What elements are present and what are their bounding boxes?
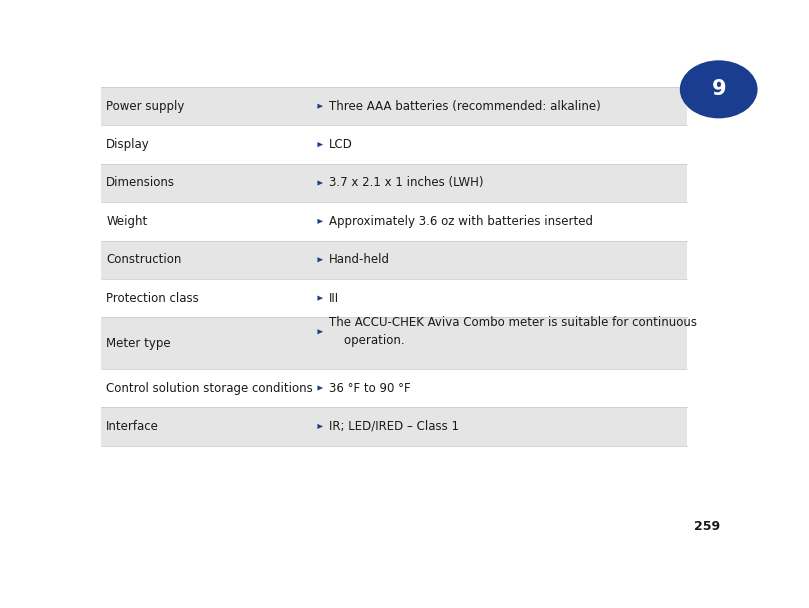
Text: Power supply: Power supply — [106, 100, 184, 112]
Text: 3.7 x 2.1 x 1 inches (LWH): 3.7 x 2.1 x 1 inches (LWH) — [328, 176, 483, 190]
Text: Protection class: Protection class — [106, 292, 199, 305]
Text: III: III — [328, 292, 339, 305]
Polygon shape — [317, 295, 323, 301]
Text: Control solution storage conditions: Control solution storage conditions — [106, 382, 313, 395]
Bar — [101, 317, 688, 369]
Polygon shape — [317, 329, 323, 334]
Text: 36 °F to 90 °F: 36 °F to 90 °F — [328, 382, 410, 395]
Text: Interface: Interface — [106, 420, 159, 433]
Text: IR; LED/IRED – Class 1: IR; LED/IRED – Class 1 — [328, 420, 459, 433]
Text: Three AAA batteries (recommended: alkaline): Three AAA batteries (recommended: alkali… — [328, 100, 600, 112]
Bar — [101, 407, 688, 446]
Circle shape — [680, 60, 757, 119]
Polygon shape — [317, 257, 323, 262]
Text: LCD: LCD — [328, 138, 353, 151]
Text: Dimensions: Dimensions — [106, 176, 175, 190]
Polygon shape — [317, 424, 323, 429]
Text: Display: Display — [106, 138, 150, 151]
Bar — [101, 164, 688, 202]
Bar — [101, 369, 688, 407]
Text: 259: 259 — [694, 520, 721, 533]
Polygon shape — [317, 385, 323, 390]
Text: Weight: Weight — [106, 215, 147, 228]
Text: Hand-held: Hand-held — [328, 254, 390, 266]
Bar — [101, 279, 688, 317]
Text: Construction: Construction — [106, 254, 181, 266]
Bar — [101, 125, 688, 164]
Polygon shape — [317, 219, 323, 224]
Bar — [101, 241, 688, 279]
Bar — [101, 87, 688, 125]
Text: The ACCU-CHEK Aviva Combo meter is suitable for continuous
    operation.: The ACCU-CHEK Aviva Combo meter is suita… — [328, 316, 697, 347]
Polygon shape — [317, 103, 323, 109]
Polygon shape — [317, 142, 323, 147]
Text: Meter type: Meter type — [106, 337, 171, 350]
Text: Approximately 3.6 oz with batteries inserted: Approximately 3.6 oz with batteries inse… — [328, 215, 593, 228]
Polygon shape — [317, 181, 323, 185]
Text: 9: 9 — [711, 80, 726, 99]
Bar — [101, 202, 688, 241]
